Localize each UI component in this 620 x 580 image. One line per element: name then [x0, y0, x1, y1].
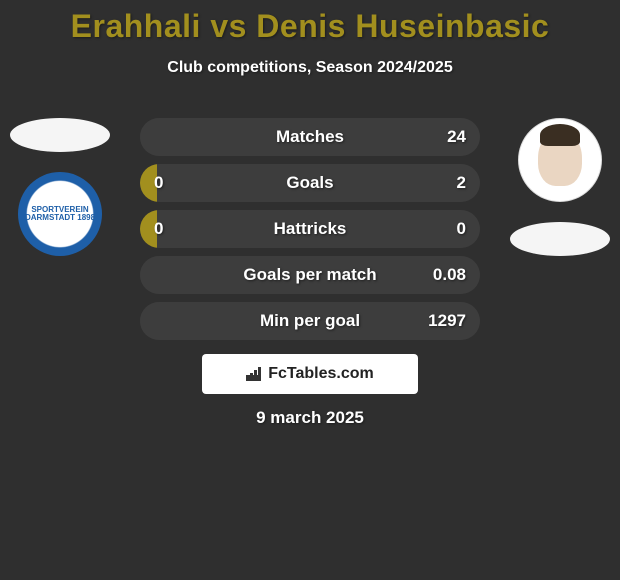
stat-row: Goals0 2 — [140, 164, 480, 202]
stat-value-right: 2 — [457, 164, 466, 202]
stat-value-right: 24 — [447, 118, 466, 156]
brand-badge[interactable]: FcTables.com — [202, 354, 418, 394]
stat-value-right: 0.08 — [433, 256, 466, 294]
stat-row: Goals per match0.08 — [140, 256, 480, 294]
stat-value-left: 0 — [154, 210, 163, 248]
stat-label: Goals — [140, 164, 480, 202]
stat-value-right: 1297 — [428, 302, 466, 340]
comparison-card: Erahhali vs Denis Huseinbasic Club compe… — [0, 0, 620, 580]
placeholder-ellipse-right — [510, 222, 610, 256]
stat-row: Matches24 — [140, 118, 480, 156]
stats-list: Matches24Goals02Hattricks00Goals per mat… — [140, 118, 480, 348]
stat-label: Hattricks — [140, 210, 480, 248]
player-photo-right — [518, 118, 602, 202]
stat-row: Min per goal1297 — [140, 302, 480, 340]
stat-row: Hattricks0 0 — [140, 210, 480, 248]
placeholder-ellipse-left — [10, 118, 110, 152]
bar-chart-icon — [246, 367, 264, 381]
player-left-column: SPORTVEREIN DARMSTADT 1898 — [0, 118, 120, 256]
stat-value-left: 0 — [154, 164, 163, 202]
stat-label: Goals per match — [140, 256, 480, 294]
player-right-column — [500, 118, 620, 256]
brand-text: FcTables.com — [268, 365, 374, 383]
date-text: 9 march 2025 — [0, 408, 620, 428]
subtitle: Club competitions, Season 2024/2025 — [0, 59, 620, 77]
stat-label: Matches — [140, 118, 480, 156]
stat-value-right: 0 — [457, 210, 466, 248]
page-title: Erahhali vs Denis Huseinbasic — [0, 8, 620, 45]
club-logo-left: SPORTVEREIN DARMSTADT 1898 — [18, 172, 102, 256]
club-logo-text: SPORTVEREIN DARMSTADT 1898 — [18, 206, 102, 222]
